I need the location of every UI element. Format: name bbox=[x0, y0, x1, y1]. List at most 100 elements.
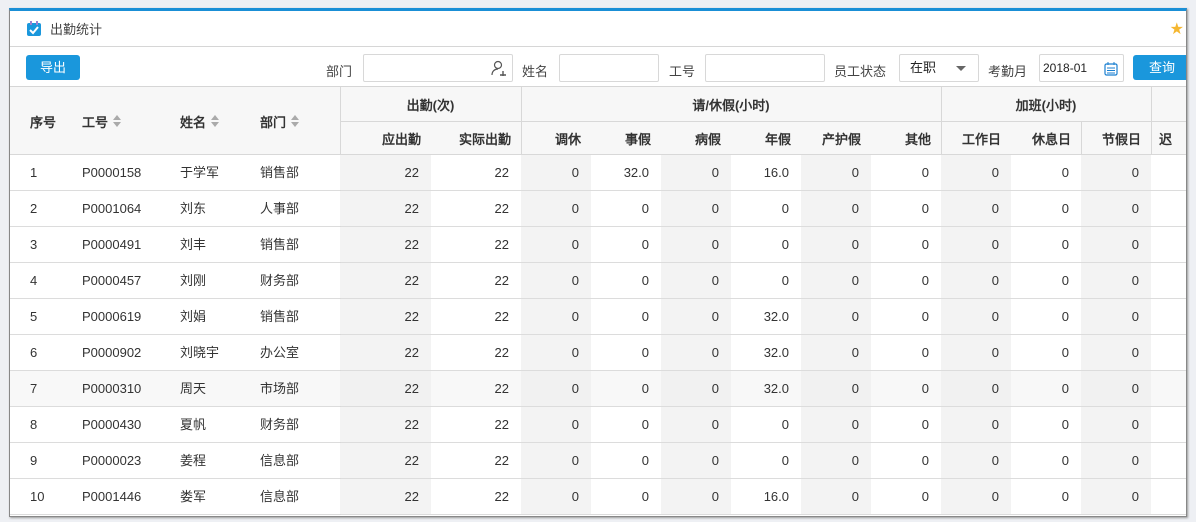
cell-id: P0000158 bbox=[82, 165, 142, 180]
cell-调休: 0 bbox=[521, 335, 591, 370]
cell-产护假: 0 bbox=[801, 371, 871, 406]
cell-id: P0000430 bbox=[82, 417, 142, 432]
export-button[interactable]: 导出 bbox=[26, 55, 80, 80]
sort-icon[interactable] bbox=[113, 115, 122, 127]
cell-seq: 10 bbox=[30, 489, 45, 504]
cell-实际出勤: 22 bbox=[494, 237, 509, 252]
dropdown-arrow-icon bbox=[956, 66, 966, 71]
header-dept-label: 部门 bbox=[260, 114, 287, 130]
cell-年假: 32.0 bbox=[763, 381, 789, 396]
header-col-10: 节假日 bbox=[1101, 132, 1141, 147]
table-row[interactable]: 1 P0000158 于学军 销售部 22 22 0 32.0 0 16.0 0 0 0 0 0 bbox=[10, 155, 1186, 191]
cell-休息日: 0 bbox=[1061, 237, 1069, 252]
cell-休息日: 0 bbox=[1061, 489, 1069, 504]
cell-工作日: 0 bbox=[941, 227, 1011, 262]
cell-seq: 6 bbox=[30, 345, 38, 360]
table-row[interactable]: 6 P0000902 刘晓宇 办公室 22 22 0 0 0 32.0 0 0 0 0 0 bbox=[10, 335, 1186, 371]
id-label: 工号 bbox=[669, 64, 696, 79]
header-dept[interactable]: 部门 bbox=[260, 87, 300, 155]
cell-dept: 信息部 bbox=[260, 489, 300, 504]
cell-病假: 0 bbox=[661, 443, 731, 478]
cell-节假日: 0 bbox=[1081, 371, 1151, 406]
cell-事假: 0 bbox=[641, 417, 649, 432]
dept-input[interactable] bbox=[363, 54, 513, 82]
cell-实际出勤: 22 bbox=[494, 201, 509, 216]
cell-其他: 0 bbox=[921, 489, 929, 504]
cell-年假: 0 bbox=[781, 201, 789, 216]
cell-产护假: 0 bbox=[801, 299, 871, 334]
header-seq: 序号 bbox=[30, 114, 57, 130]
cell-产护假: 0 bbox=[801, 407, 871, 442]
cell-其他: 0 bbox=[921, 273, 929, 288]
header-name[interactable]: 姓名 bbox=[180, 87, 220, 155]
cell-节假日: 0 bbox=[1081, 263, 1151, 298]
query-button[interactable]: 查询 bbox=[1133, 55, 1186, 80]
cell-节假日: 0 bbox=[1081, 155, 1151, 190]
cell-实际出勤: 22 bbox=[494, 273, 509, 288]
status-select[interactable]: 在职 bbox=[899, 54, 979, 82]
header-group-2: 加班(小时) bbox=[1015, 98, 1077, 113]
cell-工作日: 0 bbox=[941, 371, 1011, 406]
cell-应出勤: 22 bbox=[340, 263, 431, 298]
cell-休息日: 0 bbox=[1061, 381, 1069, 396]
title-bar: 出勤统计 ★ bbox=[10, 11, 1186, 47]
cell-事假: 0 bbox=[641, 345, 649, 360]
cell-调休: 0 bbox=[521, 443, 591, 478]
cell-年假: 16.0 bbox=[763, 489, 789, 504]
favorite-star-icon[interactable]: ★ bbox=[1169, 21, 1184, 38]
cell-应出勤: 22 bbox=[340, 227, 431, 262]
calendar-icon[interactable] bbox=[1104, 61, 1118, 76]
cell-节假日: 0 bbox=[1081, 299, 1151, 334]
status-value: 在职 bbox=[910, 60, 937, 75]
cell-应出勤: 22 bbox=[340, 155, 431, 190]
cell-事假: 0 bbox=[641, 201, 649, 216]
cell-name: 刘丰 bbox=[180, 237, 207, 252]
cell-实际出勤: 22 bbox=[494, 489, 509, 504]
cell-调休: 0 bbox=[521, 227, 591, 262]
header-col-2: 调休 bbox=[554, 132, 581, 147]
cell-id: P0000457 bbox=[82, 273, 142, 288]
cell-seq: 4 bbox=[30, 273, 38, 288]
month-input[interactable]: 2018-01 bbox=[1039, 54, 1124, 82]
add-user-icon[interactable] bbox=[491, 60, 507, 76]
cell-name: 于学军 bbox=[180, 165, 220, 180]
cell-dept: 办公室 bbox=[260, 345, 300, 360]
cell-实际出勤: 22 bbox=[494, 165, 509, 180]
cell-应出勤: 22 bbox=[340, 371, 431, 406]
sort-icon[interactable] bbox=[291, 115, 300, 127]
cell-seq: 3 bbox=[30, 237, 38, 252]
cell-休息日: 0 bbox=[1061, 417, 1069, 432]
cell-事假: 0 bbox=[641, 309, 649, 324]
cell-事假: 0 bbox=[641, 273, 649, 288]
cell-dept: 市场部 bbox=[260, 381, 300, 396]
cell-应出勤: 22 bbox=[340, 407, 431, 442]
id-input[interactable] bbox=[705, 54, 825, 82]
table-row[interactable]: 5 P0000619 刘娟 销售部 22 22 0 0 0 32.0 0 0 0 0 0 bbox=[10, 299, 1186, 335]
cell-病假: 0 bbox=[661, 191, 731, 226]
sort-icon[interactable] bbox=[211, 115, 220, 127]
table-row[interactable]: 10 P0001446 娄军 信息部 22 22 0 0 0 16.0 0 0 0 0 0 bbox=[10, 479, 1186, 515]
table-row[interactable]: 4 P0000457 刘刚 财务部 22 22 0 0 0 0 0 0 0 0 0 bbox=[10, 263, 1186, 299]
cell-病假: 0 bbox=[661, 371, 731, 406]
cell-dept: 销售部 bbox=[260, 237, 300, 252]
cell-seq: 1 bbox=[30, 165, 38, 180]
calendar-check-icon bbox=[27, 20, 41, 36]
cell-病假: 0 bbox=[661, 335, 731, 370]
cell-dept: 财务部 bbox=[260, 273, 300, 288]
table-row[interactable]: 9 P0000023 姜程 信息部 22 22 0 0 0 0 0 0 0 0 0 bbox=[10, 443, 1186, 479]
cell-年假: 32.0 bbox=[763, 309, 789, 324]
window-title: 出勤统计 bbox=[50, 22, 103, 37]
cell-年假: 32.0 bbox=[763, 345, 789, 360]
table-row[interactable]: 7 P0000310 周天 市场部 22 22 0 0 0 32.0 0 0 0 0 0 bbox=[10, 371, 1186, 407]
cell-实际出勤: 22 bbox=[494, 417, 509, 432]
cell-产护假: 0 bbox=[801, 191, 871, 226]
table-row[interactable]: 3 P0000491 刘丰 销售部 22 22 0 0 0 0 0 0 0 0 0 bbox=[10, 227, 1186, 263]
name-input[interactable] bbox=[559, 54, 659, 82]
table-row[interactable]: 8 P0000430 夏帆 财务部 22 22 0 0 0 0 0 0 0 0 0 bbox=[10, 407, 1186, 443]
table-row[interactable]: 2 P0001064 刘东 人事部 22 22 0 0 0 0 0 0 0 0 0 bbox=[10, 191, 1186, 227]
month-value: 2018-01 bbox=[1043, 61, 1088, 75]
cell-产护假: 0 bbox=[801, 443, 871, 478]
cell-产护假: 0 bbox=[801, 335, 871, 370]
header-id[interactable]: 工号 bbox=[82, 87, 122, 155]
cell-病假: 0 bbox=[661, 407, 731, 442]
